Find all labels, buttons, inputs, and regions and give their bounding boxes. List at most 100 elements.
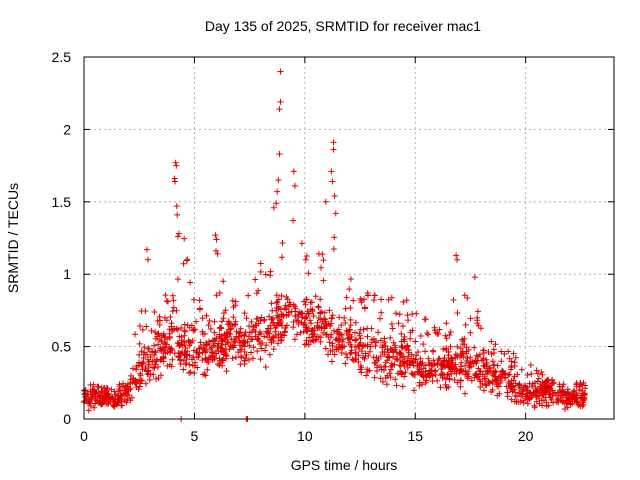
data-point <box>325 351 332 358</box>
data-point <box>147 371 154 378</box>
data-point <box>580 394 587 401</box>
data-point <box>219 362 226 369</box>
data-point <box>454 309 461 316</box>
data-point <box>218 357 225 364</box>
data-point <box>276 106 283 113</box>
data-point <box>454 256 461 263</box>
data-point <box>160 358 167 365</box>
data-point <box>446 376 453 383</box>
data-point <box>261 333 268 340</box>
data-point <box>116 383 123 390</box>
data-point <box>524 400 531 407</box>
data-point <box>360 326 367 333</box>
data-point <box>338 331 345 338</box>
data-point <box>230 304 237 311</box>
x-tick-label: 15 <box>407 428 423 444</box>
data-point <box>95 389 102 396</box>
data-point <box>303 296 310 303</box>
data-point <box>454 379 461 386</box>
data-point <box>273 200 280 207</box>
data-point <box>226 346 233 353</box>
data-point <box>463 357 470 364</box>
data-point <box>213 236 220 243</box>
data-point <box>156 313 163 320</box>
data-point <box>232 298 239 305</box>
data-point <box>145 358 152 365</box>
data-point <box>426 361 433 368</box>
data-point <box>133 384 140 391</box>
data-point <box>174 211 181 218</box>
data-point <box>560 398 567 405</box>
data-point <box>483 361 490 368</box>
data-point <box>107 394 114 401</box>
data-point <box>569 400 576 407</box>
data-point <box>266 313 273 320</box>
data-point <box>158 338 165 345</box>
data-point <box>310 327 317 334</box>
data-point <box>273 323 280 330</box>
data-point <box>155 341 162 348</box>
data-point <box>485 380 492 387</box>
data-point <box>96 400 103 407</box>
data-point <box>509 383 516 390</box>
data-point <box>400 353 407 360</box>
data-point <box>492 373 499 380</box>
data-point <box>343 294 350 301</box>
data-point <box>338 332 345 339</box>
data-point <box>356 332 363 339</box>
data-point <box>214 344 221 351</box>
data-point <box>395 320 402 327</box>
data-point <box>490 349 497 356</box>
data-point <box>380 367 387 374</box>
data-point <box>301 341 308 348</box>
data-point <box>301 314 308 321</box>
data-point <box>519 397 526 404</box>
data-point <box>490 372 497 379</box>
data-point <box>417 333 424 340</box>
data-point <box>142 380 149 387</box>
data-point <box>491 361 498 368</box>
data-point <box>385 349 392 356</box>
data-point <box>396 362 403 369</box>
data-point <box>326 339 333 346</box>
data-point <box>541 387 548 394</box>
data-point <box>524 371 531 378</box>
data-point <box>347 305 354 312</box>
data-point <box>321 315 328 322</box>
data-point <box>357 339 364 346</box>
data-point <box>174 233 181 240</box>
data-point <box>314 325 321 332</box>
data-point <box>344 354 351 361</box>
data-point <box>516 389 523 396</box>
data-point <box>143 323 150 330</box>
data-point <box>476 367 483 374</box>
data-point <box>262 271 269 278</box>
data-point <box>216 362 223 369</box>
data-point <box>173 162 180 169</box>
data-point <box>109 402 116 409</box>
data-point <box>425 355 432 362</box>
data-point <box>376 315 383 322</box>
data-point <box>174 276 181 283</box>
data-point <box>100 384 107 391</box>
data-point <box>458 351 465 358</box>
data-point <box>384 346 391 353</box>
data-point <box>211 318 218 325</box>
data-point <box>88 391 95 398</box>
data-point <box>236 329 243 336</box>
data-point <box>378 296 385 303</box>
data-point <box>250 327 257 334</box>
data-point <box>570 388 577 395</box>
data-point <box>145 345 152 352</box>
data-point <box>274 188 281 195</box>
data-point <box>136 323 143 330</box>
data-point <box>94 383 101 390</box>
data-point <box>383 381 390 388</box>
data-point <box>394 356 401 363</box>
data-point <box>168 320 175 327</box>
data-point <box>181 321 188 328</box>
data-point <box>458 359 465 366</box>
data-point <box>171 178 178 185</box>
data-point <box>529 392 536 399</box>
data-point <box>218 318 225 325</box>
